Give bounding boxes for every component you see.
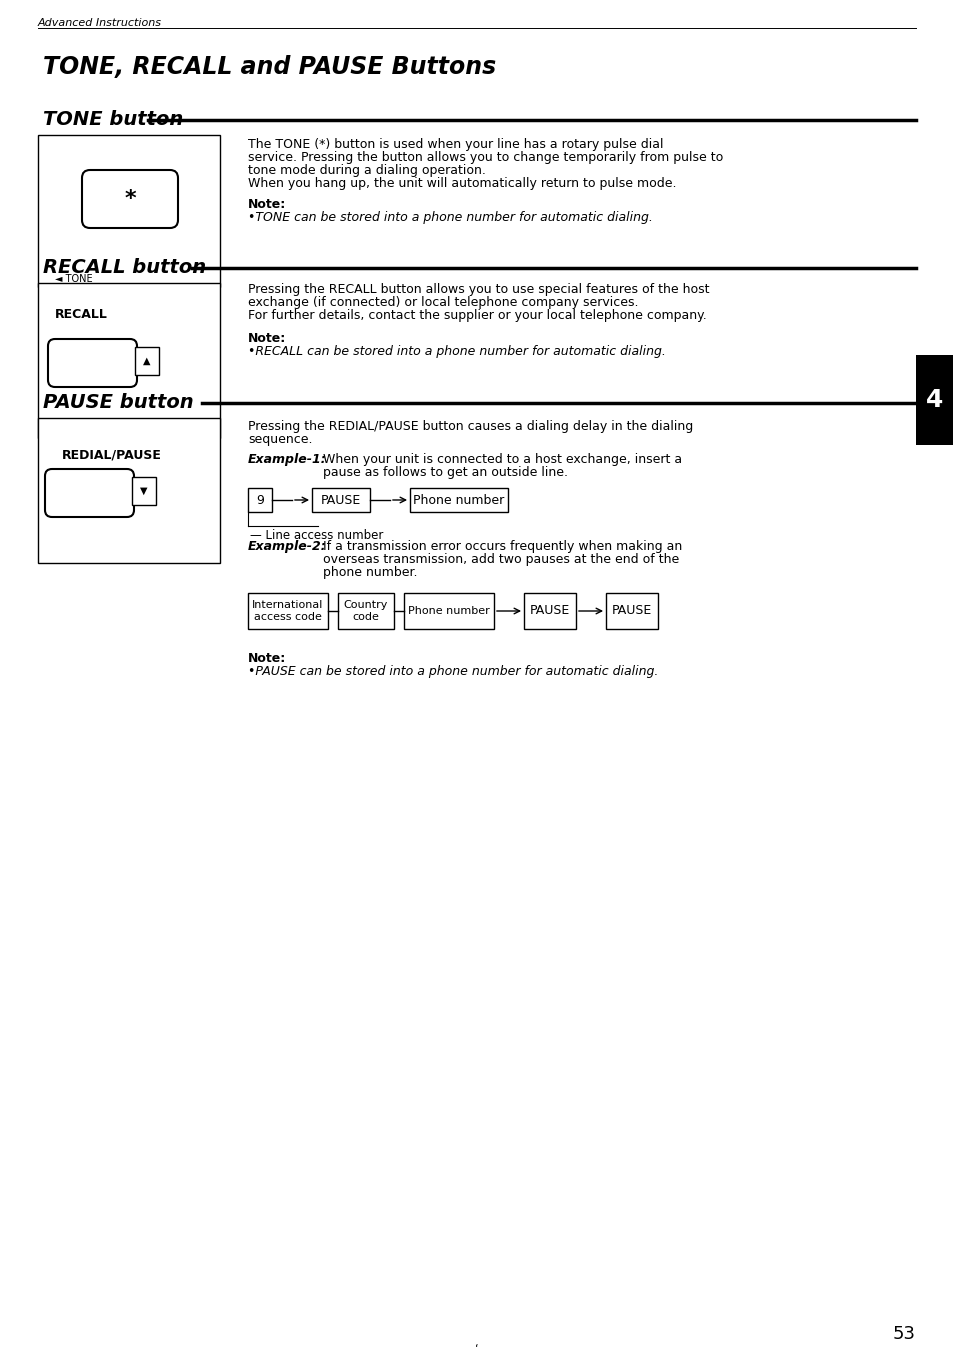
Text: RECALL: RECALL xyxy=(55,308,108,321)
Text: ▼: ▼ xyxy=(140,486,148,496)
Bar xyxy=(132,478,156,505)
FancyBboxPatch shape xyxy=(82,170,178,228)
Bar xyxy=(312,488,370,513)
Bar xyxy=(337,594,394,629)
Bar xyxy=(605,594,658,629)
Text: •PAUSE can be stored into a phone number for automatic dialing.: •PAUSE can be stored into a phone number… xyxy=(248,665,658,679)
Text: Note:: Note: xyxy=(248,652,286,665)
Text: tone mode during a dialing operation.: tone mode during a dialing operation. xyxy=(248,165,485,177)
Text: Pressing the REDIAL/PAUSE button causes a dialing delay in the dialing: Pressing the REDIAL/PAUSE button causes … xyxy=(248,420,693,433)
Text: *: * xyxy=(124,189,135,209)
Text: Note:: Note: xyxy=(248,198,286,210)
Text: Phone number: Phone number xyxy=(413,494,504,506)
Text: 9: 9 xyxy=(255,494,264,506)
Text: Example-1:: Example-1: xyxy=(248,453,327,465)
Text: overseas transmission, add two pauses at the end of the: overseas transmission, add two pauses at… xyxy=(314,553,679,567)
Text: pause as follows to get an outside line.: pause as follows to get an outside line. xyxy=(314,465,567,479)
Text: International
access code: International access code xyxy=(252,600,323,622)
FancyBboxPatch shape xyxy=(45,469,133,517)
Text: RECALL button: RECALL button xyxy=(43,258,206,277)
Text: •TONE can be stored into a phone number for automatic dialing.: •TONE can be stored into a phone number … xyxy=(248,210,652,224)
Text: •RECALL can be stored into a phone number for automatic dialing.: •RECALL can be stored into a phone numbe… xyxy=(248,345,665,357)
Bar xyxy=(248,488,272,513)
Text: PAUSE: PAUSE xyxy=(529,604,570,618)
FancyBboxPatch shape xyxy=(48,339,137,387)
Text: When you hang up, the unit will automatically return to pulse mode.: When you hang up, the unit will automati… xyxy=(248,177,676,190)
Text: If a transmission error occurs frequently when making an: If a transmission error occurs frequentl… xyxy=(314,540,681,553)
Text: TONE button: TONE button xyxy=(43,111,183,130)
Text: For further details, contact the supplier or your local telephone company.: For further details, contact the supplie… xyxy=(248,309,706,322)
Text: Example-2:: Example-2: xyxy=(248,540,327,553)
Bar xyxy=(403,594,494,629)
Bar xyxy=(248,594,328,629)
Bar xyxy=(915,355,953,445)
Text: The TONE (*) button is used when your line has a rotary pulse dial: The TONE (*) button is used when your li… xyxy=(248,138,662,151)
Bar xyxy=(410,488,507,513)
Text: TONE, RECALL and PAUSE Buttons: TONE, RECALL and PAUSE Buttons xyxy=(43,55,496,80)
Text: ◄ TONE: ◄ TONE xyxy=(55,274,92,285)
Text: PAUSE button: PAUSE button xyxy=(43,393,193,411)
Bar xyxy=(135,347,159,375)
Text: Pressing the RECALL button allows you to use special features of the host: Pressing the RECALL button allows you to… xyxy=(248,283,709,295)
Text: sequence.: sequence. xyxy=(248,433,313,447)
Bar xyxy=(38,418,220,563)
Text: 53: 53 xyxy=(892,1325,915,1344)
Text: PAUSE: PAUSE xyxy=(611,604,652,618)
Text: — Line access number: — Line access number xyxy=(250,529,383,542)
Text: PAUSE: PAUSE xyxy=(320,494,361,506)
Text: phone number.: phone number. xyxy=(314,567,417,579)
Text: Advanced Instructions: Advanced Instructions xyxy=(38,18,162,28)
Text: exchange (if connected) or local telephone company services.: exchange (if connected) or local telepho… xyxy=(248,295,638,309)
Bar xyxy=(38,135,220,287)
Text: 4: 4 xyxy=(925,389,943,411)
Text: service. Pressing the button allows you to change temporarily from pulse to: service. Pressing the button allows you … xyxy=(248,151,722,165)
Bar xyxy=(38,283,220,438)
Text: Country
code: Country code xyxy=(343,600,388,622)
Text: Phone number: Phone number xyxy=(408,606,489,616)
Text: REDIAL/PAUSE: REDIAL/PAUSE xyxy=(62,448,162,461)
Text: ▲: ▲ xyxy=(143,356,151,366)
Text: ‘: ‘ xyxy=(475,1344,478,1349)
Text: When your unit is connected to a host exchange, insert a: When your unit is connected to a host ex… xyxy=(314,453,681,465)
Bar xyxy=(523,594,576,629)
Text: Note:: Note: xyxy=(248,332,286,345)
